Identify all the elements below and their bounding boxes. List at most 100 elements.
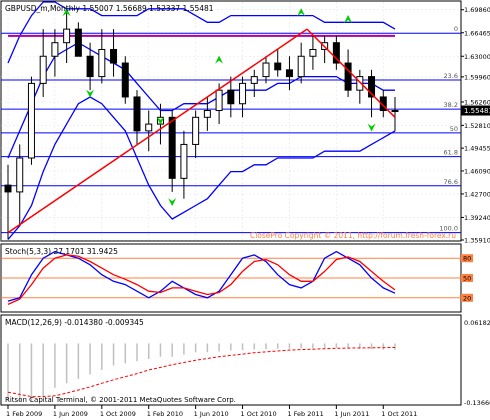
trendline (306, 28, 396, 118)
stoch-level-badge (461, 293, 473, 302)
macd-top-value: 0.061823 (464, 319, 490, 327)
stoch-level-label: 20 (463, 294, 471, 302)
x-tick-label: 1 Oct 2010 (241, 410, 277, 418)
candle-bear (4, 184, 12, 193)
bollinger-middle (7, 41, 395, 159)
candle-bull (262, 62, 270, 78)
candle-bear (110, 48, 118, 64)
macd-panel[interactable]: MACD(12,26,9) -0.014380 -0.009345 0.0618… (0, 314, 490, 407)
stoch-lines (7, 250, 396, 305)
footer-text: Ritson Capital Terminal, © 2001-2011 Met… (5, 396, 236, 404)
bollinger-upper (7, 1, 396, 64)
fractal-up-arrow (62, 8, 71, 17)
candle-bull (215, 89, 223, 112)
y-tick-label: 1.49455 (464, 145, 490, 153)
stoch-main-line (7, 250, 396, 302)
y-tick-label: 1.69860 (464, 6, 490, 14)
candle-bear (285, 69, 293, 78)
candle-bull (51, 42, 59, 57)
candle-bear (368, 76, 376, 98)
fib-level-label: 100.0 (439, 225, 458, 233)
price-badge-text: 1.55481 (464, 107, 490, 115)
time-axis: 1 Feb 2009 1 Jun 2009 1 Oct 2009 1 Feb 2010… (6, 405, 417, 418)
stoch-level-label: 50 (463, 275, 471, 283)
candle-bull (16, 157, 24, 193)
candle-bear (168, 116, 176, 179)
candle-bull (180, 143, 188, 179)
fractal-up-arrow (215, 55, 224, 64)
x-tick-label: 1 Jun 2010 (194, 410, 229, 418)
candle-bear (332, 42, 340, 64)
stoch-signal-line (7, 254, 396, 305)
fib-level-label: 0 (454, 25, 458, 33)
price-badge (461, 105, 490, 116)
y-tick-label: 1.59960 (464, 73, 490, 81)
fib-level-label: 38.2 (444, 101, 458, 109)
candle-bull (192, 116, 200, 145)
y-tick-label: 1.66465 (464, 29, 490, 37)
x-tick-label: 1 Jun 2009 (53, 410, 88, 418)
candle-bear (344, 62, 352, 91)
macd-histogram (7, 343, 396, 402)
y-tick-label: 1.42700 (464, 190, 490, 198)
y-tick-label: 1.46090 (464, 167, 490, 175)
fractal-down-arrow (168, 198, 177, 207)
macd-signal-line (7, 347, 396, 398)
fib-level-label: 76.6 (444, 178, 458, 186)
fib-level-label: 23.6 (444, 72, 458, 80)
fractal-up-arrow (344, 14, 353, 23)
y-tick-label: 1.52810 (464, 122, 490, 130)
price-axis: 1.69860 1.66465 1.63000 1.59960 1.56260 1.528… (461, 6, 490, 245)
fractal-arrows (62, 8, 376, 207)
stoch-level-label: 80 (463, 255, 471, 263)
candle-bull (63, 28, 71, 44)
candle-bull (250, 76, 258, 84)
fractal-down-arrow (86, 89, 95, 98)
x-tick-label: 1 Feb 2009 (6, 410, 42, 418)
stoch-label: Stoch(5,3,3) 27.1701 31.9425 (5, 247, 118, 256)
candle-bull (145, 123, 153, 132)
symbol-header: GBPUSD_m,Monthly 1.55007 1.56689 1.52337… (5, 4, 214, 13)
x-tick-label: 1 Feb 2010 (147, 410, 183, 418)
candle-bull (356, 76, 364, 91)
main-panel[interactable]: 0 23.6 38.2 50 61.8 76.6 100.0 GBPUSD_m,Monthl… (0, 0, 462, 242)
macd-signal-line (7, 347, 396, 398)
candles[interactable] (4, 8, 399, 240)
candle-bear (74, 28, 82, 57)
stoch-level-badge (461, 254, 473, 263)
stoch-panel[interactable]: Stoch(5,3,3) 27.1701 31.9425 80 50 20 (0, 243, 473, 313)
y-tick-label: 1.63000 (464, 53, 490, 61)
macd-panel-frame (0, 314, 462, 406)
candle-bull (203, 110, 211, 118)
y-tick-label: 1.39240 (464, 214, 490, 222)
watermark-text: ClosePro Copyright © 2011, http://forum.… (250, 231, 456, 240)
x-tick-label: 1 Oct 2011 (381, 410, 417, 418)
bollinger-lower (7, 96, 396, 240)
y-tick-label: 1.56260 (464, 98, 490, 106)
fractal-up-arrow (297, 8, 306, 17)
candle-bear (379, 96, 387, 112)
y-tick-label: 1.35910 (464, 237, 490, 245)
fib-level-label: 61.8 (444, 149, 458, 157)
x-tick-label: 1 Feb 2011 (287, 410, 323, 418)
candle-bull (39, 55, 47, 84)
candle-bull (391, 110, 399, 113)
fib-level-label: 50 (450, 125, 458, 133)
stoch-level-badge (461, 274, 473, 282)
candle-bear (133, 96, 141, 132)
macd-label: MACD(12,26,9) -0.014380 -0.009345 (5, 318, 144, 327)
x-tick-label: 1 Jun 2011 (334, 410, 369, 418)
fractal-down-arrow (156, 116, 165, 125)
candle-bull (297, 55, 305, 78)
x-tick-label: 1 Oct 2009 (100, 410, 136, 418)
candle-bear (227, 89, 235, 105)
bollinger-bands (7, 1, 396, 240)
candle-bull (309, 48, 317, 57)
candle-bull (27, 82, 35, 159)
candle-bull (239, 82, 247, 105)
trendlines[interactable] (7, 28, 396, 234)
stoch-level-labels: 80 50 20 (461, 254, 473, 302)
fractal-down-arrow (367, 123, 376, 132)
candle-bear (86, 55, 94, 78)
